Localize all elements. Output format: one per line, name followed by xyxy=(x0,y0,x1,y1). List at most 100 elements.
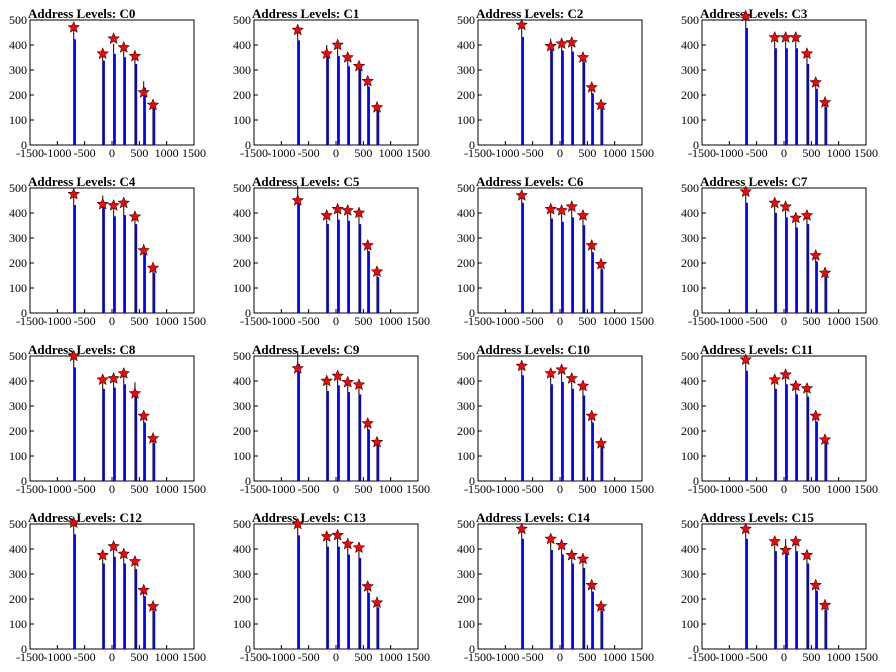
peak-bar xyxy=(825,442,828,481)
peak-star-marker xyxy=(361,74,375,87)
chart-title: Address Levels: C3 xyxy=(700,6,808,21)
peak-bar xyxy=(143,596,146,649)
x-tick-label: 1000 xyxy=(603,314,627,328)
peak-star-marker xyxy=(370,265,384,278)
chart-panel-14: Address Levels: C14 0 100 200 300 400 500 -1500… xyxy=(457,510,654,664)
x-tick-label: 0 xyxy=(109,482,115,496)
y-tick-label: 200 xyxy=(681,424,699,438)
peak-bar xyxy=(785,217,788,313)
x-tick-label: -1000 xyxy=(491,146,519,160)
plot-frame xyxy=(477,187,643,314)
peak-bar xyxy=(561,554,564,649)
chart-title: Address Levels: C10 xyxy=(476,342,590,357)
y-tick-label: 100 xyxy=(9,617,27,631)
peak-bar xyxy=(297,40,300,145)
y-tick-label: 100 xyxy=(457,449,475,463)
chart-title: Address Levels: C4 xyxy=(28,174,136,189)
peak-bar xyxy=(337,546,340,649)
peak-bar xyxy=(774,388,777,481)
peak-star-marker xyxy=(544,532,558,545)
x-tick-label: 1000 xyxy=(603,482,627,496)
peak-star-marker xyxy=(361,238,375,251)
x-tick-label: -1500 xyxy=(240,482,268,496)
peak-bar xyxy=(102,563,105,649)
y-tick-label: 100 xyxy=(457,617,475,631)
peak-bar xyxy=(134,392,138,481)
x-tick-label: -500 xyxy=(298,650,320,664)
x-tick-label: 1000 xyxy=(603,650,627,664)
peak-bar xyxy=(123,563,126,649)
y-tick-label: 400 xyxy=(233,374,251,388)
y-tick-label: 100 xyxy=(681,281,699,295)
peak-bar xyxy=(143,422,146,481)
x-tick-label: -500 xyxy=(522,314,544,328)
y-tick-label: 0 xyxy=(693,642,699,656)
peak-bar xyxy=(367,86,370,145)
chart-panel-9: Address Levels: C90100200300400500-1500-… xyxy=(233,342,430,496)
peak-bar xyxy=(153,272,156,313)
y-tick-label: 300 xyxy=(681,567,699,581)
x-tick-label: 0 xyxy=(109,650,115,664)
peak-bar xyxy=(582,61,586,145)
peak-star-marker xyxy=(128,49,142,62)
y-tick-label: 0 xyxy=(21,642,27,656)
peak-star-marker xyxy=(107,198,121,211)
peak-star-marker xyxy=(515,188,529,201)
peak-bar xyxy=(825,277,828,313)
y-tick-label: 200 xyxy=(9,88,27,102)
x-tick-label: -1000 xyxy=(491,650,519,664)
peak-bar xyxy=(358,557,362,649)
x-tick-label: -500 xyxy=(522,482,544,496)
x-tick-label: -1000 xyxy=(267,482,295,496)
y-tick-label: 300 xyxy=(681,231,699,245)
x-tick-label: 500 xyxy=(578,314,596,328)
x-tick-label: -1000 xyxy=(491,482,519,496)
peak-star-marker xyxy=(67,187,81,200)
peak-bar xyxy=(561,50,564,145)
peak-bar xyxy=(745,28,748,145)
peak-star-marker xyxy=(585,80,599,93)
y-tick-label: 400 xyxy=(9,542,27,556)
y-tick-label: 500 xyxy=(233,13,251,27)
peak-star-marker xyxy=(291,517,305,530)
x-tick-label: 1500 xyxy=(630,314,654,328)
y-tick-label: 100 xyxy=(9,449,27,463)
peak-bar xyxy=(358,69,362,145)
x-tick-label: 0 xyxy=(109,146,115,160)
x-tick-label: -1000 xyxy=(715,482,743,496)
peak-bar xyxy=(367,429,370,481)
peak-star-marker xyxy=(320,529,334,542)
x-tick-label: -1500 xyxy=(240,650,268,664)
peak-bar xyxy=(143,87,146,145)
peak-star-marker xyxy=(96,548,110,561)
peak-bar xyxy=(153,106,156,145)
peak-bar xyxy=(745,370,748,481)
peak-bar xyxy=(571,563,574,649)
y-tick-label: 300 xyxy=(457,399,475,413)
peak-star-marker xyxy=(146,98,160,111)
x-tick-label: -1500 xyxy=(16,314,44,328)
x-tick-label: -1000 xyxy=(715,650,743,664)
peak-bar xyxy=(123,215,126,313)
y-tick-label: 100 xyxy=(233,449,251,463)
x-tick-label: 1000 xyxy=(379,482,403,496)
x-tick-label: -500 xyxy=(746,482,768,496)
peak-star-marker xyxy=(515,359,529,372)
y-tick-label: 400 xyxy=(457,206,475,220)
x-tick-label: -1500 xyxy=(16,146,44,160)
chart-title: Address Levels: C0 xyxy=(28,6,135,21)
y-tick-label: 500 xyxy=(457,517,475,531)
peak-bar xyxy=(297,535,300,649)
peak-star-marker xyxy=(352,378,366,391)
x-tick-label: -1500 xyxy=(688,482,716,496)
peak-star-marker xyxy=(117,547,131,560)
peak-bar xyxy=(825,106,828,145)
x-tick-label: 1000 xyxy=(827,314,851,328)
peak-star-marker xyxy=(515,18,529,31)
chart-panel-7: Address Levels: C70100200300400500-1500-… xyxy=(681,174,878,328)
peak-bar xyxy=(582,225,586,313)
peak-star-marker xyxy=(320,374,334,387)
peak-bar xyxy=(774,212,777,313)
y-tick-label: 0 xyxy=(693,306,699,320)
